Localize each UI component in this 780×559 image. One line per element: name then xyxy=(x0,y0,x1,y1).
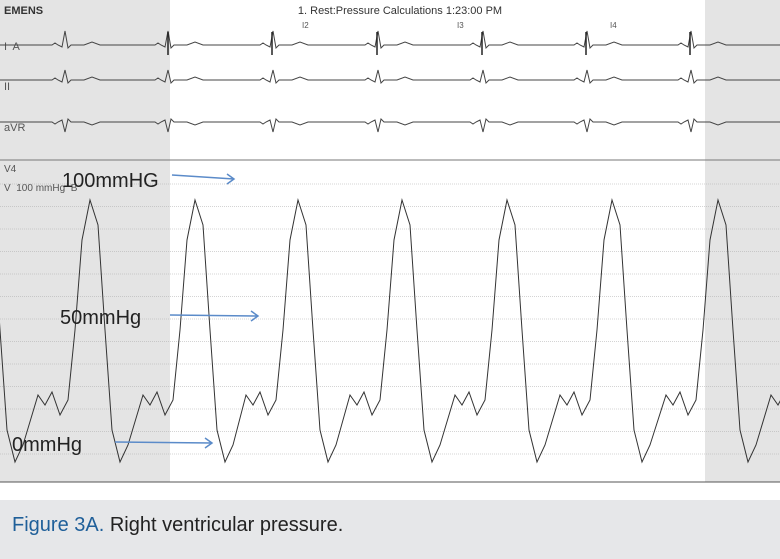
shade-left xyxy=(0,0,170,482)
annotation: 50mmHg xyxy=(60,307,141,329)
lead-label: I A xyxy=(4,41,21,53)
caption-text: Right ventricular pressure. xyxy=(109,514,344,536)
pressure-trace xyxy=(0,198,780,464)
ecg-trace xyxy=(0,118,780,133)
arrows xyxy=(114,173,260,449)
annotation: 0mmHg xyxy=(12,434,82,456)
arrow xyxy=(171,173,236,185)
lead-label: aVR xyxy=(4,122,25,134)
marker: I3 xyxy=(457,21,464,30)
ecg-trace xyxy=(0,30,780,50)
marker: I2 xyxy=(302,21,309,30)
caption-bar: Figure 3A. Right ventricular pressure. xyxy=(0,500,780,559)
caption-label: Figure 3A. xyxy=(12,514,105,536)
traces xyxy=(0,30,780,464)
figure: EMENS 1. Rest:Pressure Calculations 1:23… xyxy=(0,0,780,483)
ecg-trace xyxy=(0,69,780,84)
lead-label: V 100 mmHg B xyxy=(4,183,78,194)
header-title: 1. Rest:Pressure Calculations 1:23:00 PM xyxy=(298,5,502,17)
marker: I4 xyxy=(610,21,617,30)
arrow xyxy=(114,437,214,449)
shade-right xyxy=(705,0,780,482)
lead-label: II xyxy=(4,81,10,93)
annotation: 100mmHG xyxy=(62,170,159,192)
caption: Figure 3A. Right ventricular pressure. xyxy=(12,514,343,537)
arrow xyxy=(169,310,260,322)
lead-label: V4 xyxy=(4,164,17,175)
brand: EMENS xyxy=(4,5,43,17)
